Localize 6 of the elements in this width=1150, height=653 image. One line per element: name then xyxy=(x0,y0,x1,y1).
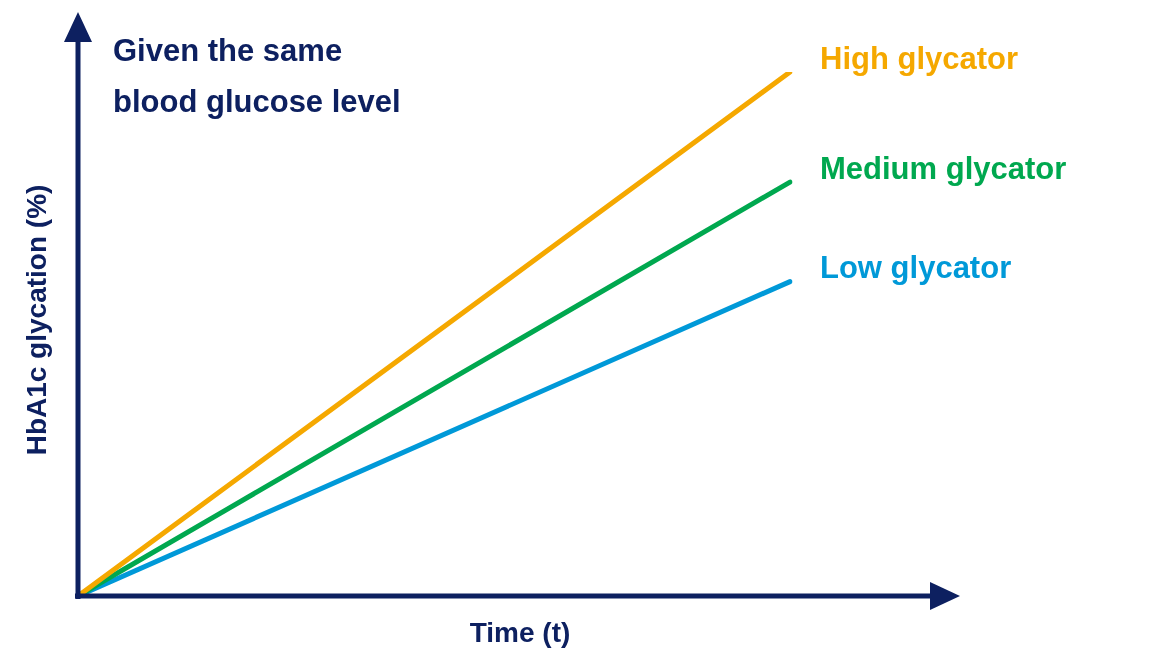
y-axis-title: HbA1c glycation (%) xyxy=(20,184,52,456)
series-label: High glycator xyxy=(820,40,1019,76)
chart-title: Given the same blood glucose level xyxy=(113,32,401,119)
series-label: Medium glycator xyxy=(820,150,1067,186)
series-label: Low glycator xyxy=(820,250,1012,286)
x-axis-title: Time (t) xyxy=(469,616,571,648)
